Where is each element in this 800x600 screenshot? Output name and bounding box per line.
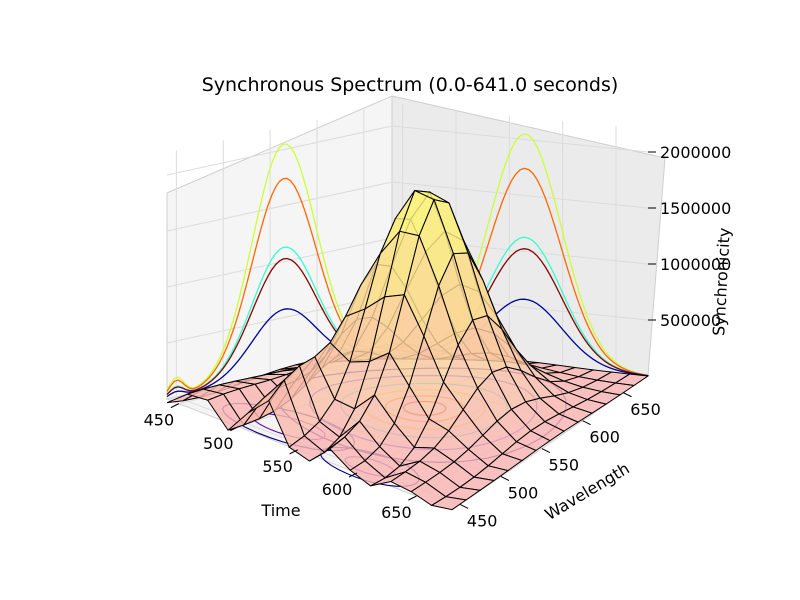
x-tick-label: 500 xyxy=(203,434,234,453)
y-tick-label: 500 xyxy=(508,484,539,503)
y-tick-mark xyxy=(459,503,469,509)
grid-line xyxy=(166,181,649,232)
y-tick-label: 650 xyxy=(630,400,661,419)
x-tick-mark xyxy=(289,449,298,455)
x-tick-label: 550 xyxy=(262,457,293,476)
x-tick-mark xyxy=(230,426,239,432)
y-tick-label: 600 xyxy=(589,428,620,447)
surface-cell xyxy=(430,496,468,511)
y-tick-mark xyxy=(500,476,510,481)
y-tick-mark xyxy=(623,392,632,398)
z-tick-label: 500000 xyxy=(660,311,721,330)
surface-mesh xyxy=(166,189,650,511)
z-tick-label: 2000000 xyxy=(660,143,731,162)
z-axis-ticks: 500000 1000000 1500000 2000000 xyxy=(648,143,731,330)
x-tick-mark xyxy=(408,495,417,501)
x-tick-label: 450 xyxy=(144,411,175,430)
y-axis-ticks: 450 500 550 600 650 xyxy=(459,392,661,530)
x-axis-ticks: 450 500 550 600 650 xyxy=(144,403,417,522)
y-tick-label: 450 xyxy=(467,511,498,530)
y-tick-label: 550 xyxy=(549,456,580,475)
y-tick-mark xyxy=(582,420,591,426)
z-axis-label: Synchronicity xyxy=(709,227,734,336)
x-tick-mark xyxy=(170,403,180,409)
z-tick-label: 1000000 xyxy=(660,255,731,274)
chart-title: Synchronous Spectrum (0.0-641.0 seconds) xyxy=(202,74,619,96)
y-tick-mark xyxy=(541,448,551,454)
x-tick-label: 650 xyxy=(381,503,412,522)
x-axis-label: Time xyxy=(260,501,300,520)
z-tick-label: 1500000 xyxy=(660,199,731,218)
x-tick-mark xyxy=(348,472,358,478)
grid-line xyxy=(166,125,649,176)
x-tick-label: 600 xyxy=(322,480,353,499)
